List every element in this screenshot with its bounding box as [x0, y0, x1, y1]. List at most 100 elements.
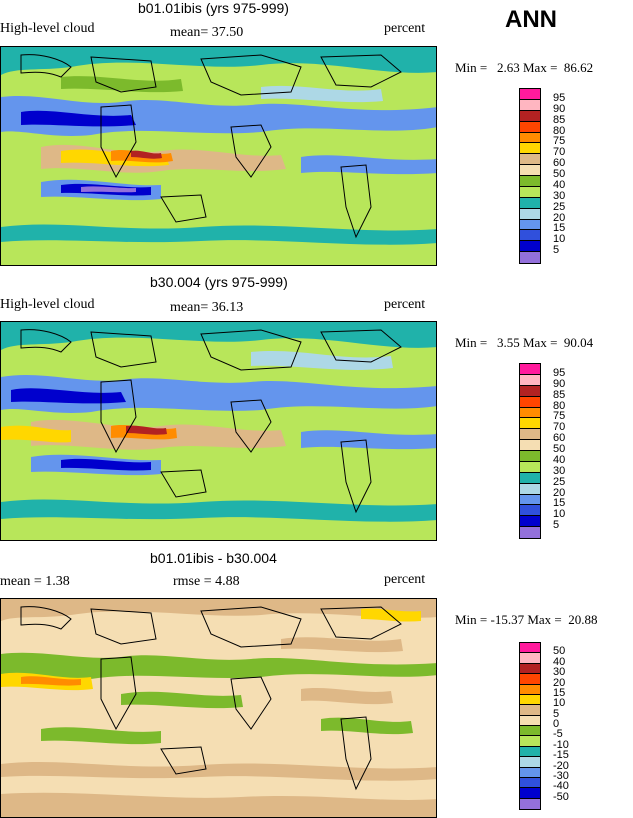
colorbar-tick-label: 90 [553, 102, 566, 115]
colorbar-swatch [520, 726, 540, 737]
colorbar-tick-label: 5 [553, 519, 560, 532]
colorbar-swatch [520, 643, 540, 654]
colorbar-tick-label: 0 [553, 718, 560, 730]
colorbar-tick-label: 10 [553, 508, 566, 521]
colorbar-swatch [520, 396, 540, 408]
colorbar-swatch [520, 110, 540, 122]
colorbar-tick-label: 50 [553, 645, 566, 658]
colorbar-swatch [520, 176, 540, 187]
colorbar-swatch [520, 89, 540, 100]
colorbar-swatch [520, 364, 540, 375]
colorbar-tick-label: 5 [553, 707, 560, 720]
season-label: ANN [505, 6, 557, 33]
panel-1-colorbar [519, 88, 541, 264]
colorbar-swatch [520, 757, 540, 768]
colorbar-swatch [520, 241, 540, 253]
panel-2-minmax: Min = 3.55 Max = 90.04 [455, 335, 594, 350]
colorbar-tick-label: 80 [553, 399, 566, 412]
panel-1-variable-label: High-level cloud [0, 21, 95, 36]
colorbar-tick-label: 25 [553, 200, 566, 213]
colorbar-swatch [520, 451, 540, 462]
colorbar-tick-label: -5 [553, 728, 563, 741]
colorbar-swatch [520, 418, 540, 430]
colorbar-tick-label: 5 [553, 244, 560, 257]
panel-3-mean-label: mean = 1.38 [0, 574, 70, 589]
colorbar-swatch [520, 684, 540, 695]
colorbar-tick-label: 40 [553, 178, 566, 191]
colorbar-tick-label: -40 [553, 780, 569, 793]
colorbar-swatch [520, 186, 540, 198]
colorbar-swatch [520, 385, 540, 397]
colorbar-swatch [520, 715, 540, 726]
colorbar-tick-label: 20 [553, 486, 566, 499]
colorbar-tick-label: 70 [553, 421, 566, 434]
panel-3-map [0, 598, 437, 818]
colorbar-tick-label: 15 [553, 686, 566, 699]
colorbar-tick-label: -10 [553, 738, 569, 751]
colorbar-tick-label: 60 [553, 432, 566, 445]
colorbar-tick-label: 20 [553, 211, 566, 224]
colorbar-tick-label: 60 [553, 157, 566, 170]
colorbar-tick-label: -30 [553, 769, 569, 782]
colorbar-swatch [520, 505, 540, 517]
colorbar-swatch [520, 516, 540, 528]
panel-2-mean-label: mean= 36.13 [170, 300, 244, 315]
colorbar-tick-label: 40 [553, 453, 566, 466]
colorbar-tick-label: 10 [553, 697, 566, 710]
colorbar-swatch [520, 208, 540, 220]
colorbar-swatch [520, 798, 540, 809]
colorbar-tick-label: 95 [553, 366, 566, 379]
panel-3-units-label: percent [384, 572, 426, 587]
colorbar-tick-label: 95 [553, 91, 566, 104]
colorbar-tick-label: 70 [553, 146, 566, 159]
colorbar-tick-label: 10 [553, 233, 566, 246]
colorbar-swatch [520, 461, 540, 473]
panel-2-title: b30.004 (yrs 975-999) [150, 274, 288, 290]
colorbar-swatch [520, 121, 540, 133]
colorbar-tick-label: 75 [553, 410, 566, 423]
colorbar-swatch [520, 494, 540, 506]
panel-2-colorbar [519, 363, 541, 539]
colorbar-tick-label: 15 [553, 222, 566, 235]
colorbar-swatch [520, 429, 540, 441]
colorbar-swatch [520, 143, 540, 155]
panel-1-units-label: percent [384, 21, 426, 36]
colorbar-tick-label: -15 [553, 749, 569, 762]
colorbar-tick-label: 30 [553, 464, 566, 477]
colorbar-swatch [520, 767, 540, 778]
panel-1-mean-label: mean= 37.50 [170, 25, 244, 40]
colorbar-swatch [520, 663, 540, 675]
colorbar-swatch [520, 788, 540, 799]
colorbar-tick-label: 50 [553, 168, 566, 180]
colorbar-swatch [520, 440, 540, 451]
colorbar-swatch [520, 483, 540, 495]
panel-2-units-label: percent [384, 297, 426, 312]
colorbar-swatch [520, 746, 540, 758]
panel-1-minmax: Min = 2.63 Max = 86.62 [455, 60, 594, 75]
panel-2-map [0, 321, 437, 541]
colorbar-swatch [520, 230, 540, 242]
colorbar-tick-label: -50 [553, 790, 569, 803]
colorbar-tick-label: -20 [553, 759, 569, 772]
colorbar-tick-label: 30 [553, 666, 566, 679]
colorbar-swatch [520, 132, 540, 144]
panel-1-title: b01.01ibis (yrs 975-999) [138, 0, 289, 16]
colorbar-tick-label: 15 [553, 497, 566, 510]
colorbar-swatch [520, 527, 540, 538]
colorbar-swatch [520, 472, 540, 484]
panel-3-rmse-label: rmse = 4.88 [173, 574, 240, 589]
panel-2-variable-label: High-level cloud [0, 297, 95, 312]
colorbar-swatch [520, 705, 540, 716]
colorbar-tick-label: 85 [553, 388, 566, 401]
colorbar-tick-label: 85 [553, 113, 566, 126]
colorbar-swatch [520, 154, 540, 166]
colorbar-tick-label: 25 [553, 475, 566, 488]
colorbar-tick-label: 75 [553, 135, 566, 148]
colorbar-swatch [520, 694, 540, 706]
colorbar-swatch [520, 777, 540, 789]
colorbar-swatch [520, 252, 540, 263]
colorbar-swatch [520, 99, 540, 111]
colorbar-swatch [520, 653, 540, 664]
panel-3-colorbar [519, 642, 541, 810]
colorbar-swatch [520, 197, 540, 209]
